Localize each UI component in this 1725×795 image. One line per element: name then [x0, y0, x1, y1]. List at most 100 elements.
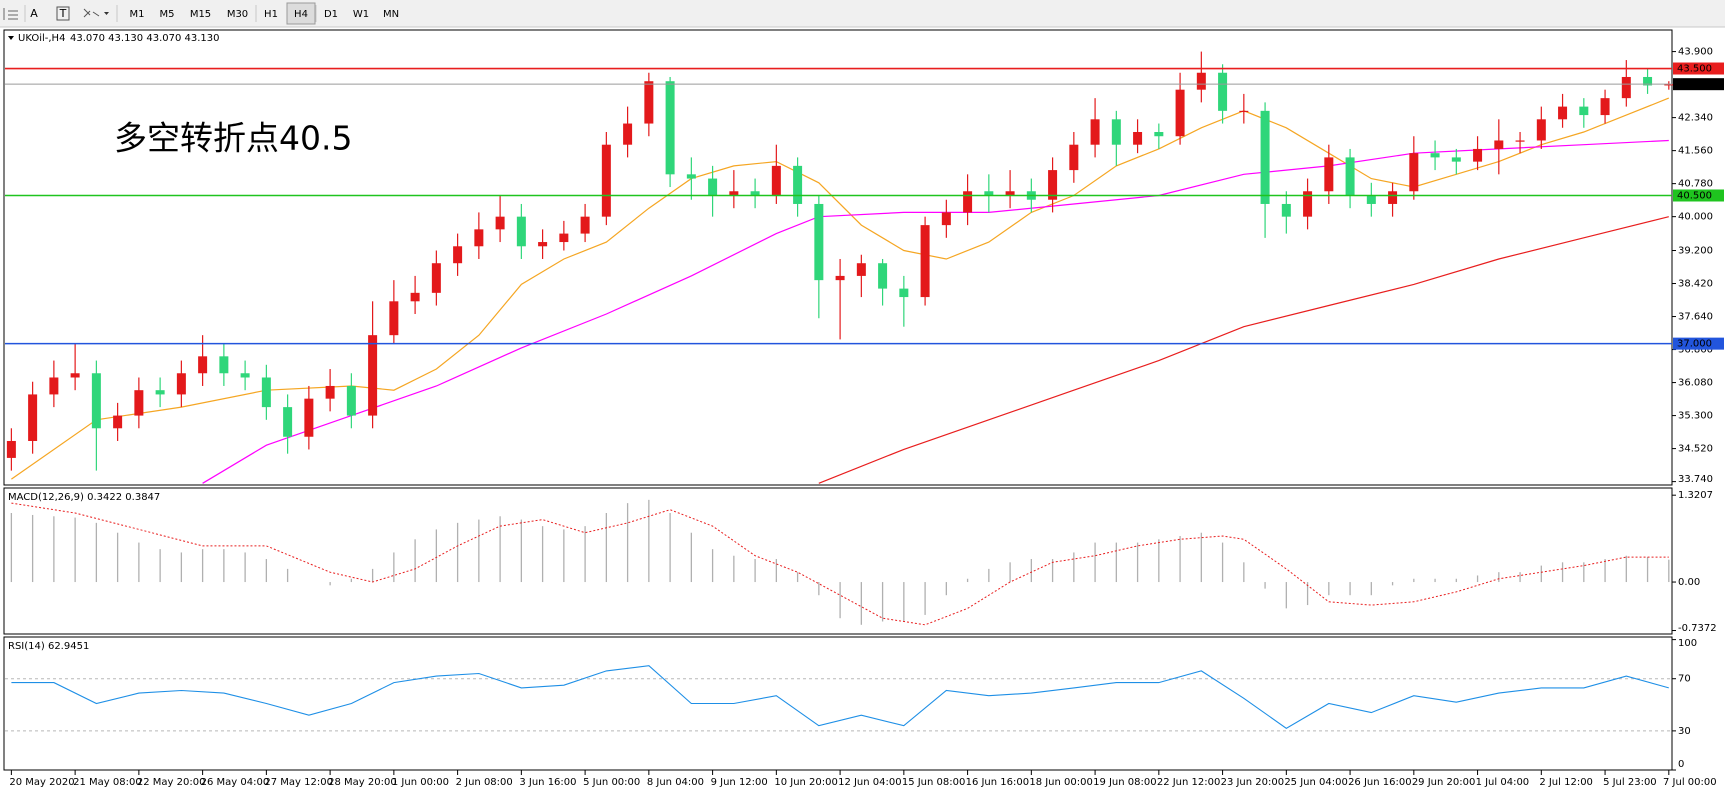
- timeframe-button[interactable]: MN: [383, 9, 399, 20]
- candle-body: [1664, 84, 1674, 86]
- candle-body: [601, 144, 611, 217]
- y-tick-label: 36.080: [1678, 378, 1713, 389]
- y-tick-label: -0.7372: [1678, 623, 1717, 634]
- candle-body: [1345, 157, 1355, 196]
- timeframes: M1 M5 M15 M30 H1 H4 D1 W1 MN: [130, 2, 399, 25]
- timeframe-button[interactable]: H1: [264, 9, 278, 20]
- level-label: 43.500: [1677, 64, 1712, 75]
- annotation: 多空转折点40.5: [114, 119, 352, 158]
- candle-body: [113, 415, 123, 429]
- y-tick-label: 39.200: [1678, 246, 1713, 257]
- candle-body: [1430, 153, 1440, 158]
- candle-body: [1324, 157, 1334, 192]
- panel-frame: [3, 636, 1673, 771]
- candle-body: [580, 216, 590, 234]
- current-price-label: 43.130: [1677, 79, 1712, 90]
- timeframe-button[interactable]: M1: [130, 9, 145, 20]
- candle-body: [6, 440, 16, 458]
- candle-body: [984, 191, 994, 196]
- cursor-tool[interactable]: [3, 8, 18, 20]
- candle-body: [1409, 153, 1419, 192]
- candle-body: [1090, 119, 1100, 145]
- candle-body: [941, 212, 951, 226]
- candle-body: [814, 203, 824, 281]
- candle-body: [1388, 191, 1398, 204]
- candle-body: [1451, 157, 1461, 162]
- candle-body: [516, 216, 526, 247]
- x-tick-label: 5 Jul 23:00: [1603, 777, 1657, 788]
- timeframe-button[interactable]: D1: [324, 9, 338, 20]
- x-tick-label: 7 Jul 00:00: [1663, 777, 1717, 788]
- candle-body: [1048, 170, 1058, 200]
- candle-body: [1536, 119, 1546, 141]
- x-tick-label: 16 Jun 16:00: [966, 777, 1030, 788]
- candle-body: [1366, 195, 1376, 204]
- x-tick-label: 28 May 20:00: [328, 777, 397, 788]
- x-tick-label: 2 Jul 12:00: [1539, 777, 1593, 788]
- y-tick-label: 33.740: [1678, 474, 1713, 485]
- y-tick-label: 30: [1678, 726, 1691, 737]
- candle-body: [644, 81, 654, 124]
- candle-body: [1111, 119, 1121, 145]
- y-tick-label: 36.860: [1678, 345, 1713, 356]
- x-tick-label: 1 Jun 00:00: [392, 777, 449, 788]
- timeframe-button[interactable]: M30: [227, 9, 248, 20]
- y-tick-label: 34.520: [1678, 444, 1713, 455]
- level-label-box: [1673, 337, 1724, 350]
- candle-body: [835, 275, 845, 281]
- candle-body: [920, 225, 930, 298]
- candle-body: [1494, 140, 1504, 149]
- x-tick-label: 10 Jun 20:00: [774, 777, 838, 788]
- candle-body: [28, 394, 38, 441]
- x-tick-label: 22 Jun 12:00: [1157, 777, 1221, 788]
- y-tick-label: 38.420: [1678, 279, 1713, 290]
- y-tick-label: 1.3207: [1678, 490, 1713, 501]
- timeframe-button[interactable]: W1: [353, 9, 369, 20]
- x-tick-label: 26 May 04:00: [201, 777, 270, 788]
- indicator-title: MACD(12,26,9) 0.3422 0.3847: [8, 492, 160, 503]
- panel-frame: [3, 29, 1673, 486]
- candle-body: [134, 390, 144, 416]
- level-label-box: [1673, 62, 1724, 75]
- candle-body: [304, 398, 314, 437]
- x-tick-label: 3 Jun 16:00: [519, 777, 576, 788]
- x-tick-label: 23 Jun 20:00: [1221, 777, 1285, 788]
- shapes-tool[interactable]: [83, 8, 109, 18]
- level-label: 40.500: [1677, 190, 1712, 201]
- y-tick-label: 100: [1678, 638, 1697, 649]
- x-tick-label: 21 May 08:00: [73, 777, 142, 788]
- y-tick-label: 43.900: [1678, 47, 1713, 58]
- timeframe-button[interactable]: M15: [190, 9, 211, 20]
- candle-body: [878, 263, 888, 289]
- chart-title: UKOil-,H4: [18, 33, 65, 44]
- active-timeframe-bg: [286, 2, 316, 25]
- toolbar: [0, 0, 1725, 27]
- candle-body: [495, 216, 505, 230]
- y-tick-label: 40.780: [1678, 179, 1713, 190]
- y-tick-label: 42.340: [1678, 113, 1713, 124]
- candle-body: [1600, 98, 1610, 116]
- candle-body: [389, 301, 399, 336]
- y-tick-label: 70: [1678, 674, 1691, 685]
- level-label-box: [1673, 189, 1724, 202]
- timeframe-button[interactable]: H4: [294, 9, 308, 20]
- candle-body: [1196, 72, 1206, 90]
- candle-body: [899, 288, 909, 298]
- level-label: 37.000: [1677, 339, 1712, 350]
- candle-body: [1175, 89, 1185, 137]
- candle-body: [1303, 191, 1313, 217]
- candle-body: [686, 174, 696, 179]
- x-tick-label: 19 Jun 08:00: [1093, 777, 1157, 788]
- candle-body: [453, 246, 463, 264]
- candle-body: [963, 191, 973, 213]
- candle-body: [368, 335, 378, 416]
- text-label-tool[interactable]: T: [59, 7, 67, 20]
- y-tick-label: 41.560: [1678, 146, 1713, 157]
- x-tick-label: 27 May 12:00: [264, 777, 333, 788]
- collapse-icon[interactable]: [8, 36, 14, 40]
- timeframe-button[interactable]: M5: [160, 9, 175, 20]
- x-tick-label: 9 Jun 12:00: [711, 777, 768, 788]
- candle-body: [1005, 191, 1015, 196]
- text-tool[interactable]: A: [30, 7, 38, 20]
